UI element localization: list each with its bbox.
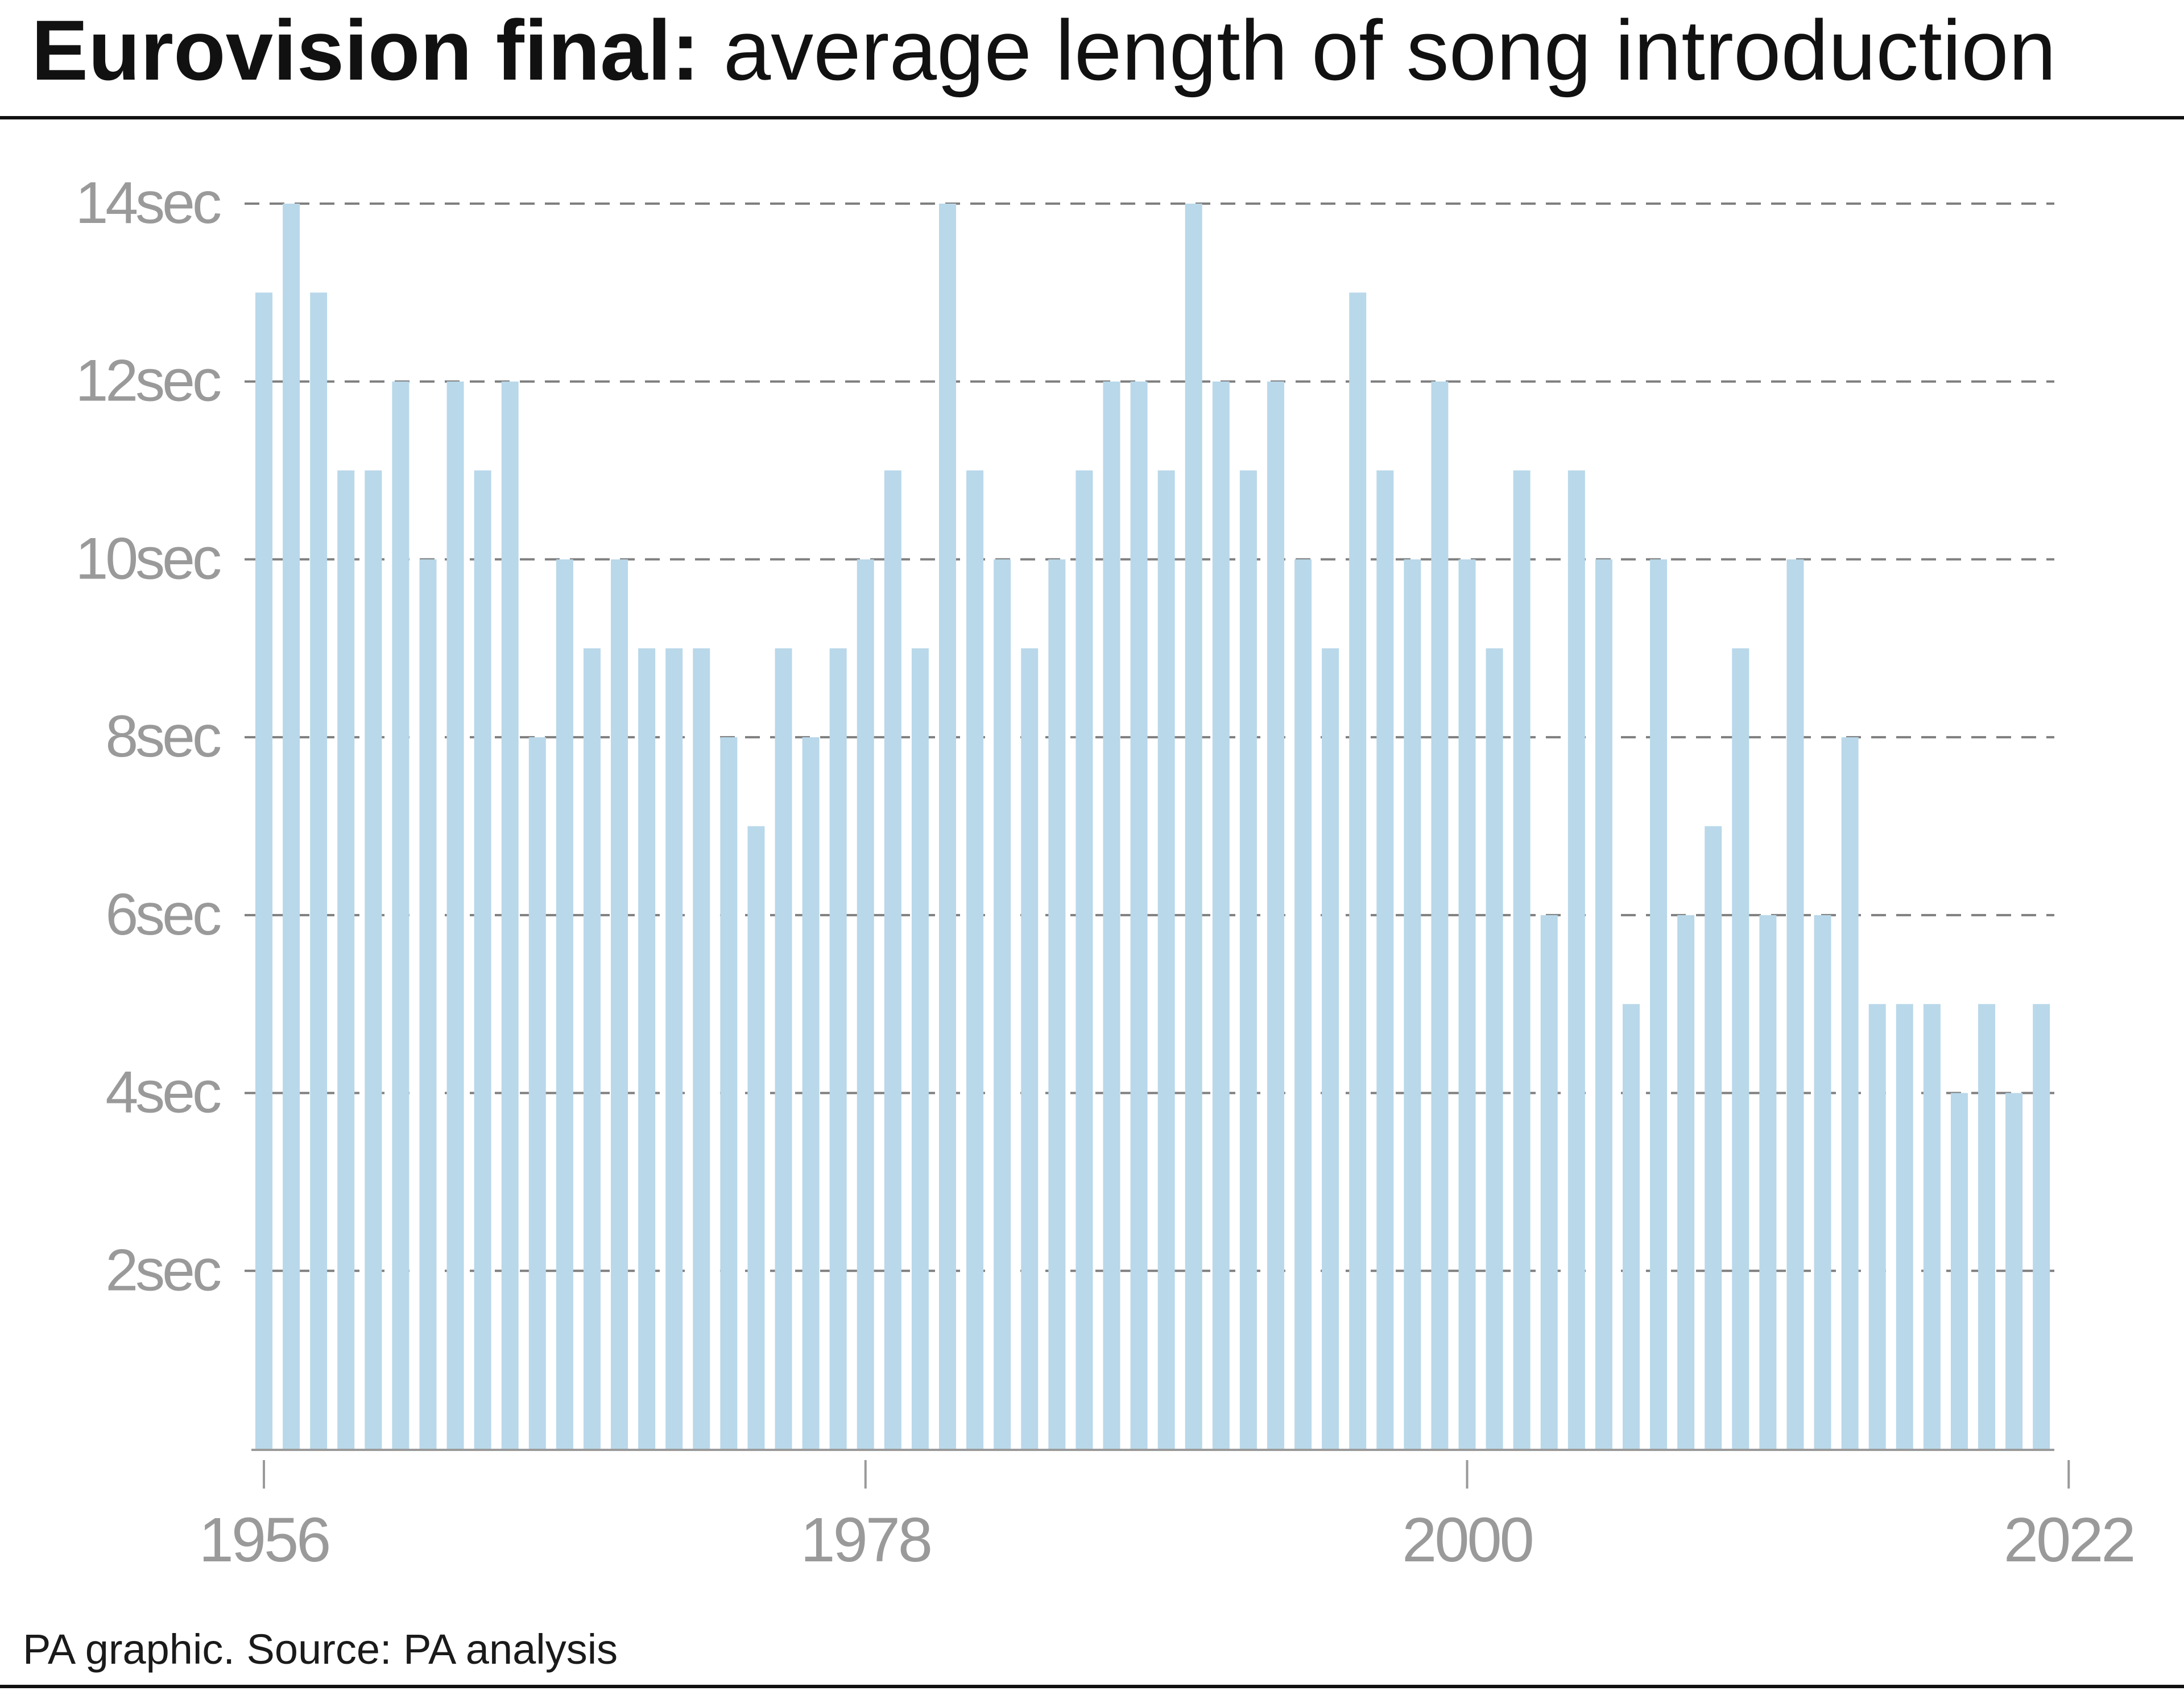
bar-1991 (1212, 381, 1230, 1449)
bar-1970 (638, 648, 656, 1449)
y-tick-label: 6sec (105, 882, 221, 948)
bar-1972 (693, 648, 710, 1449)
bar-2001 (1486, 648, 1503, 1449)
bar-1960 (365, 470, 382, 1449)
bar-1992 (1239, 470, 1257, 1449)
bar-1962 (419, 559, 437, 1449)
x-axis: 1956 1978 2000 2022 (199, 1449, 2136, 1575)
bar-1956 (255, 292, 272, 1449)
bar-2015 (1868, 1004, 1886, 1449)
bar-2006 (1623, 1004, 1640, 1449)
bar-1994 (1294, 559, 1312, 1449)
y-tick-label: 10sec (75, 526, 221, 592)
bar-1976 (802, 737, 820, 1449)
bar-2002 (1513, 470, 1531, 1449)
bar-1958 (310, 292, 328, 1449)
y-tick-label: 8sec (105, 704, 221, 770)
bar-1981 (939, 204, 956, 1449)
bar-1988 (1130, 381, 1148, 1449)
bar-2013 (1814, 915, 1831, 1449)
source-note: PA graphic. Source: PA analysis (23, 1626, 618, 1673)
bar-1957 (283, 204, 300, 1449)
bar-1969 (611, 559, 628, 1449)
bottom-divider (0, 1685, 2184, 1688)
y-tick-label: 2sec (105, 1237, 221, 1303)
bar-2012 (1786, 559, 1804, 1449)
bar-1996 (1349, 292, 1367, 1449)
bar-1963 (446, 381, 464, 1449)
chart-title-bold: Eurovision final: (31, 2, 700, 98)
bar-2014 (1841, 737, 1859, 1449)
bar-1961 (392, 381, 410, 1449)
bar-2004 (1567, 470, 1585, 1449)
bar-1998 (1404, 559, 1421, 1449)
bars (255, 204, 2050, 1449)
x-tick-label: 2000 (1402, 1505, 1532, 1575)
bar-2017 (1923, 1004, 1941, 1449)
bar-1971 (665, 648, 683, 1449)
chart-title: Eurovision final: average length of song… (31, 2, 2056, 98)
bar-1967 (556, 559, 573, 1449)
bar-1987 (1103, 381, 1120, 1449)
y-tick-label: 4sec (105, 1060, 221, 1126)
bar-1959 (337, 470, 355, 1449)
bar-2003 (1540, 915, 1558, 1449)
bar-2018 (1950, 1093, 1968, 1449)
bar-1985 (1048, 559, 1066, 1449)
bar-1979 (884, 470, 901, 1449)
y-tick-label: 12sec (75, 348, 221, 414)
bar-2016 (1896, 1004, 1913, 1449)
bar-1980 (911, 648, 929, 1449)
bar-1984 (1021, 648, 1039, 1449)
bar-1973 (720, 737, 738, 1449)
bar-1997 (1376, 470, 1394, 1449)
bar-1974 (747, 826, 765, 1449)
bar-2009 (1705, 826, 1722, 1449)
bar-2005 (1595, 559, 1612, 1449)
chart-title-regular: average length of song introduction (700, 2, 2056, 98)
bar-1968 (583, 648, 601, 1449)
y-axis: 2sec 4sec 6sec 8sec 10sec 12sec 14sec (75, 170, 224, 1303)
bar-2020 (2005, 1093, 2023, 1449)
bar-1965 (501, 381, 519, 1449)
bar-2000 (1458, 559, 1476, 1449)
bar-1993 (1267, 381, 1284, 1449)
title-divider (0, 116, 2184, 119)
bar-1989 (1157, 470, 1175, 1449)
bar-1977 (829, 648, 847, 1449)
bar-2019 (1978, 1004, 1996, 1449)
x-tick-label: 1978 (800, 1505, 930, 1575)
bar-1975 (775, 648, 792, 1449)
bar-1978 (857, 559, 874, 1449)
bar-1983 (994, 559, 1011, 1449)
bar-1982 (966, 470, 984, 1449)
bar-2008 (1677, 915, 1695, 1449)
gridlines (245, 202, 2054, 1272)
bar-1966 (528, 737, 546, 1449)
bar-1964 (474, 470, 491, 1449)
bar-2007 (1650, 559, 1668, 1449)
bar-2010 (1732, 648, 1749, 1449)
y-tick-label: 14sec (75, 170, 221, 236)
bar-1995 (1322, 648, 1339, 1449)
bar-1990 (1185, 204, 1202, 1449)
bar-2021 (2033, 1004, 2050, 1449)
x-tick-label: 1956 (199, 1505, 329, 1575)
x-tick-label: 2022 (2004, 1505, 2134, 1575)
bar-2011 (1759, 915, 1777, 1449)
bar-1986 (1076, 470, 1093, 1449)
bar-1999 (1431, 381, 1449, 1449)
